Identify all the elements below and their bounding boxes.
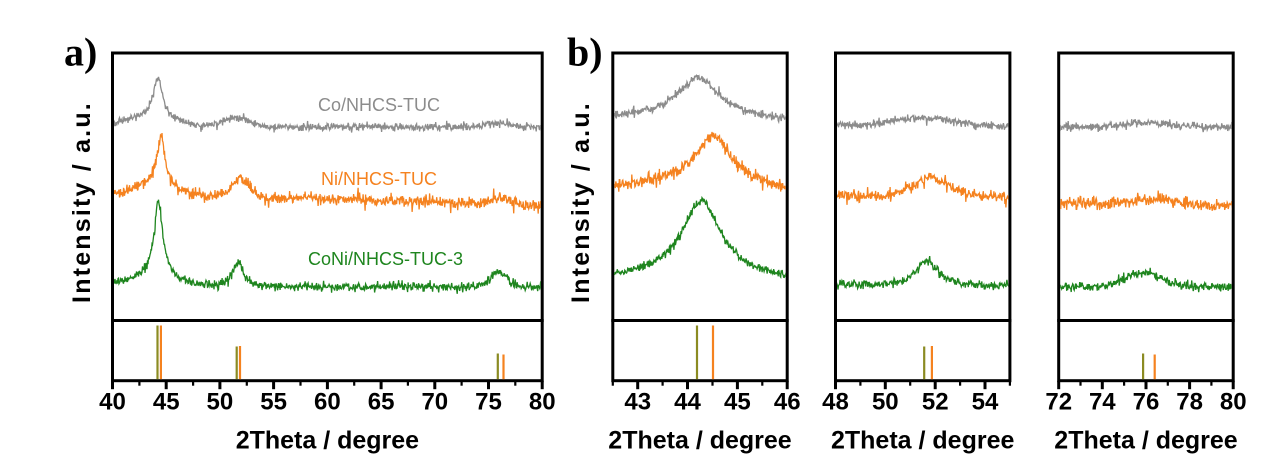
svg-text:2Theta / degree: 2Theta / degree xyxy=(608,427,791,455)
svg-text:2Theta / degree: 2Theta / degree xyxy=(831,427,1014,455)
svg-text:45: 45 xyxy=(153,389,180,416)
svg-text:78: 78 xyxy=(1176,389,1203,416)
svg-text:72: 72 xyxy=(1045,389,1072,416)
svg-text:b): b) xyxy=(567,30,603,75)
svg-text:50: 50 xyxy=(207,389,234,416)
svg-text:80: 80 xyxy=(529,389,556,416)
svg-text:a): a) xyxy=(64,30,97,75)
svg-text:Intensity / a.u.: Intensity / a.u. xyxy=(567,101,595,303)
svg-text:2Theta / degree: 2Theta / degree xyxy=(1054,427,1237,455)
svg-text:52: 52 xyxy=(922,389,949,416)
svg-text:46: 46 xyxy=(774,389,801,416)
svg-text:Intensity / a.u.: Intensity / a.u. xyxy=(68,101,96,303)
svg-text:55: 55 xyxy=(260,389,287,416)
svg-text:54: 54 xyxy=(972,389,999,416)
svg-text:80: 80 xyxy=(1220,389,1247,416)
svg-text:CoNi/NHCS-TUC-3: CoNi/NHCS-TUC-3 xyxy=(308,249,463,269)
svg-text:70: 70 xyxy=(421,389,448,416)
svg-text:76: 76 xyxy=(1133,389,1160,416)
svg-text:2Theta / degree: 2Theta / degree xyxy=(236,427,419,455)
svg-text:65: 65 xyxy=(368,389,395,416)
svg-text:Ni/NHCS-TUC: Ni/NHCS-TUC xyxy=(321,169,437,189)
svg-text:Co/NHCS-TUC: Co/NHCS-TUC xyxy=(318,95,440,115)
svg-text:44: 44 xyxy=(674,389,701,416)
svg-text:60: 60 xyxy=(314,389,341,416)
svg-text:43: 43 xyxy=(624,389,651,416)
svg-text:40: 40 xyxy=(99,389,126,416)
svg-text:74: 74 xyxy=(1089,389,1116,416)
svg-text:45: 45 xyxy=(724,389,751,416)
svg-text:75: 75 xyxy=(475,389,502,416)
svg-text:50: 50 xyxy=(872,389,899,416)
svg-text:48: 48 xyxy=(822,389,849,416)
